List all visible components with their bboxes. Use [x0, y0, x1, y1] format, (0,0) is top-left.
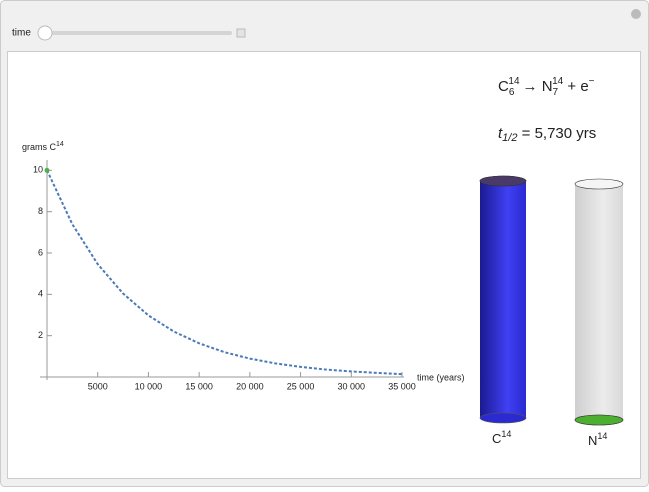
eq-sup: 14: [552, 76, 564, 87]
y-tick-label: 2: [38, 330, 43, 340]
options-button[interactable]: [631, 9, 641, 19]
cylinder-label-text: N: [588, 433, 597, 448]
current-point: [44, 167, 50, 173]
eq-sub: 6: [509, 87, 515, 98]
y-tick-label: 10: [33, 165, 43, 175]
cylinder-label-sup: 14: [501, 429, 511, 439]
y-tick-label: 8: [38, 206, 43, 216]
slider-track[interactable]: [40, 31, 232, 35]
eq-part: C: [498, 78, 509, 95]
slider-knob[interactable]: [37, 25, 53, 41]
y-tick-label: 6: [38, 247, 43, 257]
cylinder-top: [574, 178, 624, 190]
cylinder-body: [575, 184, 623, 420]
content-panel: [7, 51, 641, 479]
hl-t: t: [498, 125, 503, 142]
cylinder-label: C14: [492, 429, 511, 446]
eq-sup: 14: [508, 76, 520, 87]
eq-part: → N: [523, 78, 553, 95]
cylinder-label: N14: [588, 431, 607, 448]
cylinder-top: [479, 175, 527, 187]
hl-sub: 1/2: [502, 132, 517, 144]
cylinder-fill: [480, 181, 526, 418]
y-label-text: grams C: [22, 142, 57, 152]
x-tick-label: 20 000: [236, 381, 264, 391]
x-tick-label: 10 000: [135, 381, 163, 391]
hl-rest: = 5,730 yrs: [517, 125, 596, 142]
eq-sub: 7: [553, 87, 559, 98]
y-label-sup: 14: [56, 141, 64, 148]
cylinder-bottom: [479, 412, 527, 424]
slider-expand[interactable]: [236, 28, 246, 38]
x-tick-label: 5000: [88, 381, 108, 391]
x-tick-label: 15 000: [185, 381, 213, 391]
equation: C614 → N714 + e−: [498, 76, 595, 98]
eq-sup: −: [589, 76, 595, 87]
cylinder-label-text: C: [492, 431, 501, 446]
slider-label: time: [12, 28, 31, 39]
y-tick-label: 4: [38, 289, 43, 299]
cylinder-surface: [574, 414, 624, 426]
x-axis-label: time (years): [417, 372, 465, 382]
y-axis-label: grams C14: [22, 141, 64, 153]
x-tick-label: 35 000: [388, 381, 416, 391]
cylinder-label-sup: 14: [597, 431, 607, 441]
half-life: t1/2 = 5,730 yrs: [498, 125, 596, 144]
x-tick-label: 25 000: [287, 381, 315, 391]
eq-part: + e: [563, 78, 588, 95]
x-tick-label: 30 000: [338, 381, 366, 391]
